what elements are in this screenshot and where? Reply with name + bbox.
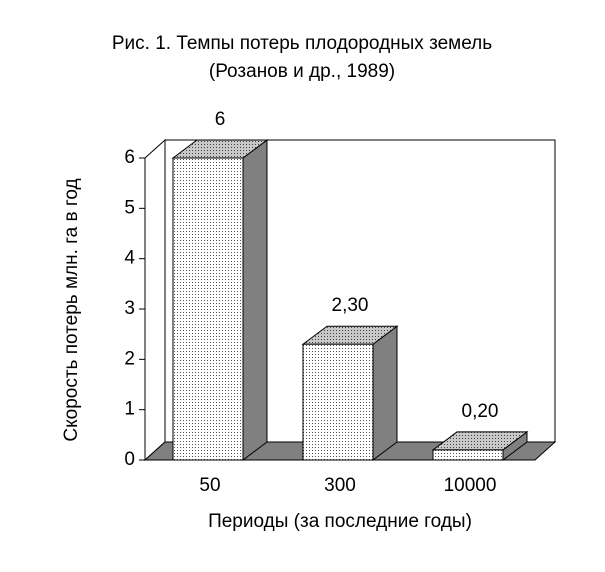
bar <box>172 157 244 461</box>
value-label: 2,30 <box>332 295 369 316</box>
value-label: 6 <box>215 109 226 130</box>
x-tick-label: 50 <box>199 475 220 496</box>
y-tick-label: 1 <box>124 399 135 420</box>
y-tick-label: 5 <box>124 197 135 218</box>
y-tick-label: 0 <box>124 449 135 470</box>
chart-title: Рис. 1. Темпы потерь плодородных земель <box>112 33 492 54</box>
bar <box>432 449 504 461</box>
value-label: 0,20 <box>462 401 499 422</box>
bar-side <box>242 139 268 461</box>
x-tick-label: 300 <box>324 475 356 496</box>
chart-subtitle: (Розанов и др., 1989) <box>209 61 395 82</box>
x-tick-label: 10000 <box>444 475 497 496</box>
x-axis-label: Периоды (за последние годы) <box>208 511 472 532</box>
side-wall <box>144 138 166 462</box>
y-tick-label: 4 <box>124 248 135 269</box>
y-tick-label: 6 <box>124 147 135 168</box>
y-tick-label: 3 <box>124 298 135 319</box>
y-axis-label: Скорость потерь млн. га в год <box>61 178 82 441</box>
y-tick-label: 2 <box>124 348 135 369</box>
bar <box>302 343 374 461</box>
bar-side <box>372 325 398 461</box>
